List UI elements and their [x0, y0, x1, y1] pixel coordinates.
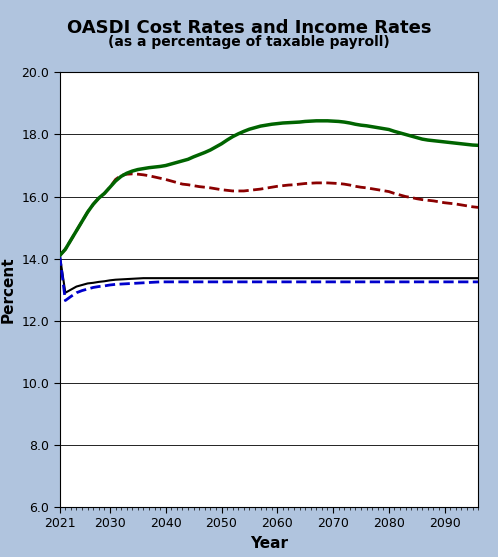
- Y-axis label: Percent: Percent: [1, 256, 16, 323]
- Text: (as a percentage of taxable payroll): (as a percentage of taxable payroll): [108, 35, 390, 48]
- X-axis label: Year: Year: [250, 536, 288, 551]
- Text: OASDI Cost Rates and Income Rates: OASDI Cost Rates and Income Rates: [67, 19, 431, 37]
